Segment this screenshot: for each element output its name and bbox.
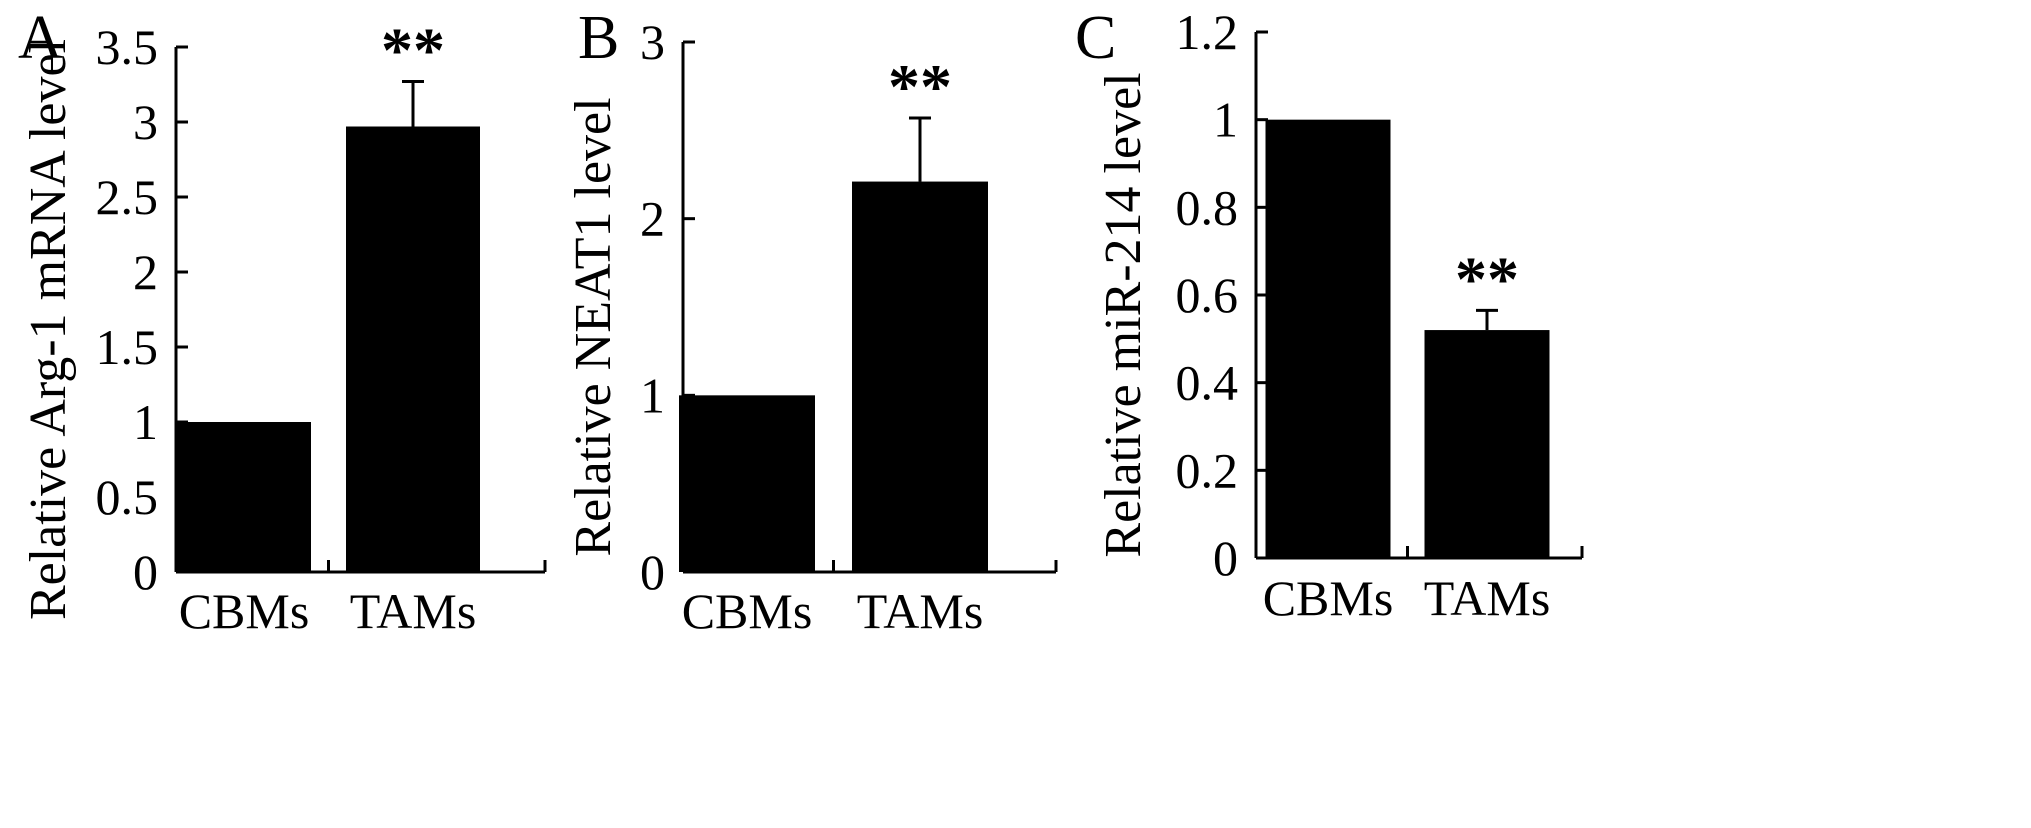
y-tick-label: 0 (133, 544, 158, 600)
y-tick-label: 1 (133, 394, 158, 450)
x-category-label: TAMs (1424, 570, 1551, 626)
chart-panel-a: A 0 0.5 1 1.5 2 2.5 3 3.5 Relative Arg-1 mRNA lev… (18, 4, 547, 639)
x-category-label: CBMs (1263, 570, 1394, 626)
y-tick-label: 2 (640, 191, 665, 247)
chart-panel-c: C 0 0.2 0.4 0.6 0.8 1 1.2 Relative miR-214 level… (1075, 4, 1584, 626)
bar-cbms (679, 395, 815, 572)
y-tick-label: 0.6 (1176, 267, 1239, 323)
y-axis-label: Relative miR-214 level (1095, 72, 1152, 557)
y-tick-label: 0 (640, 544, 665, 600)
y-tick-label: 3 (640, 14, 665, 70)
panel-letter: B (578, 4, 619, 72)
x-category-label: CBMs (682, 583, 813, 639)
y-tick-label: 0.8 (1176, 179, 1239, 235)
x-category-label: TAMs (857, 583, 984, 639)
y-tick-label: 3.5 (96, 19, 159, 75)
x-category-label: TAMs (350, 583, 477, 639)
significance-marker: ** (1455, 243, 1519, 314)
significance-marker: ** (888, 51, 952, 122)
y-tick-label: 2.5 (96, 169, 159, 225)
chart-panel-b: B 0 1 2 3 Relative NEAT1 level CBMs ** TAMs (565, 4, 1058, 639)
y-tick-label: 0.5 (96, 469, 159, 525)
y-tick-label: 0.4 (1176, 355, 1239, 411)
y-tick-label: 1 (640, 367, 665, 423)
bar-tams (1424, 330, 1550, 558)
bar-tams (346, 126, 480, 572)
y-axis-label: Relative NEAT1 level (565, 97, 622, 556)
significance-marker: ** (381, 15, 445, 86)
y-tick-label: 1 (1213, 92, 1238, 148)
y-axis-label: Relative Arg-1 mRNA level (20, 39, 77, 620)
y-tick-label: 0.2 (1176, 442, 1239, 498)
bar-tams (852, 181, 988, 573)
bar-cbms (177, 422, 311, 572)
y-tick-label: 0 (1213, 530, 1238, 586)
y-tick-label: 1.2 (1176, 4, 1239, 60)
y-tick-label: 2 (133, 244, 158, 300)
panel-letter: A (18, 4, 63, 72)
x-category-label: CBMs (179, 583, 310, 639)
y-tick-label: 3 (133, 94, 158, 150)
y-tick-label: 1.5 (96, 319, 159, 375)
panel-letter: C (1075, 4, 1116, 72)
bar-cbms (1265, 119, 1391, 559)
